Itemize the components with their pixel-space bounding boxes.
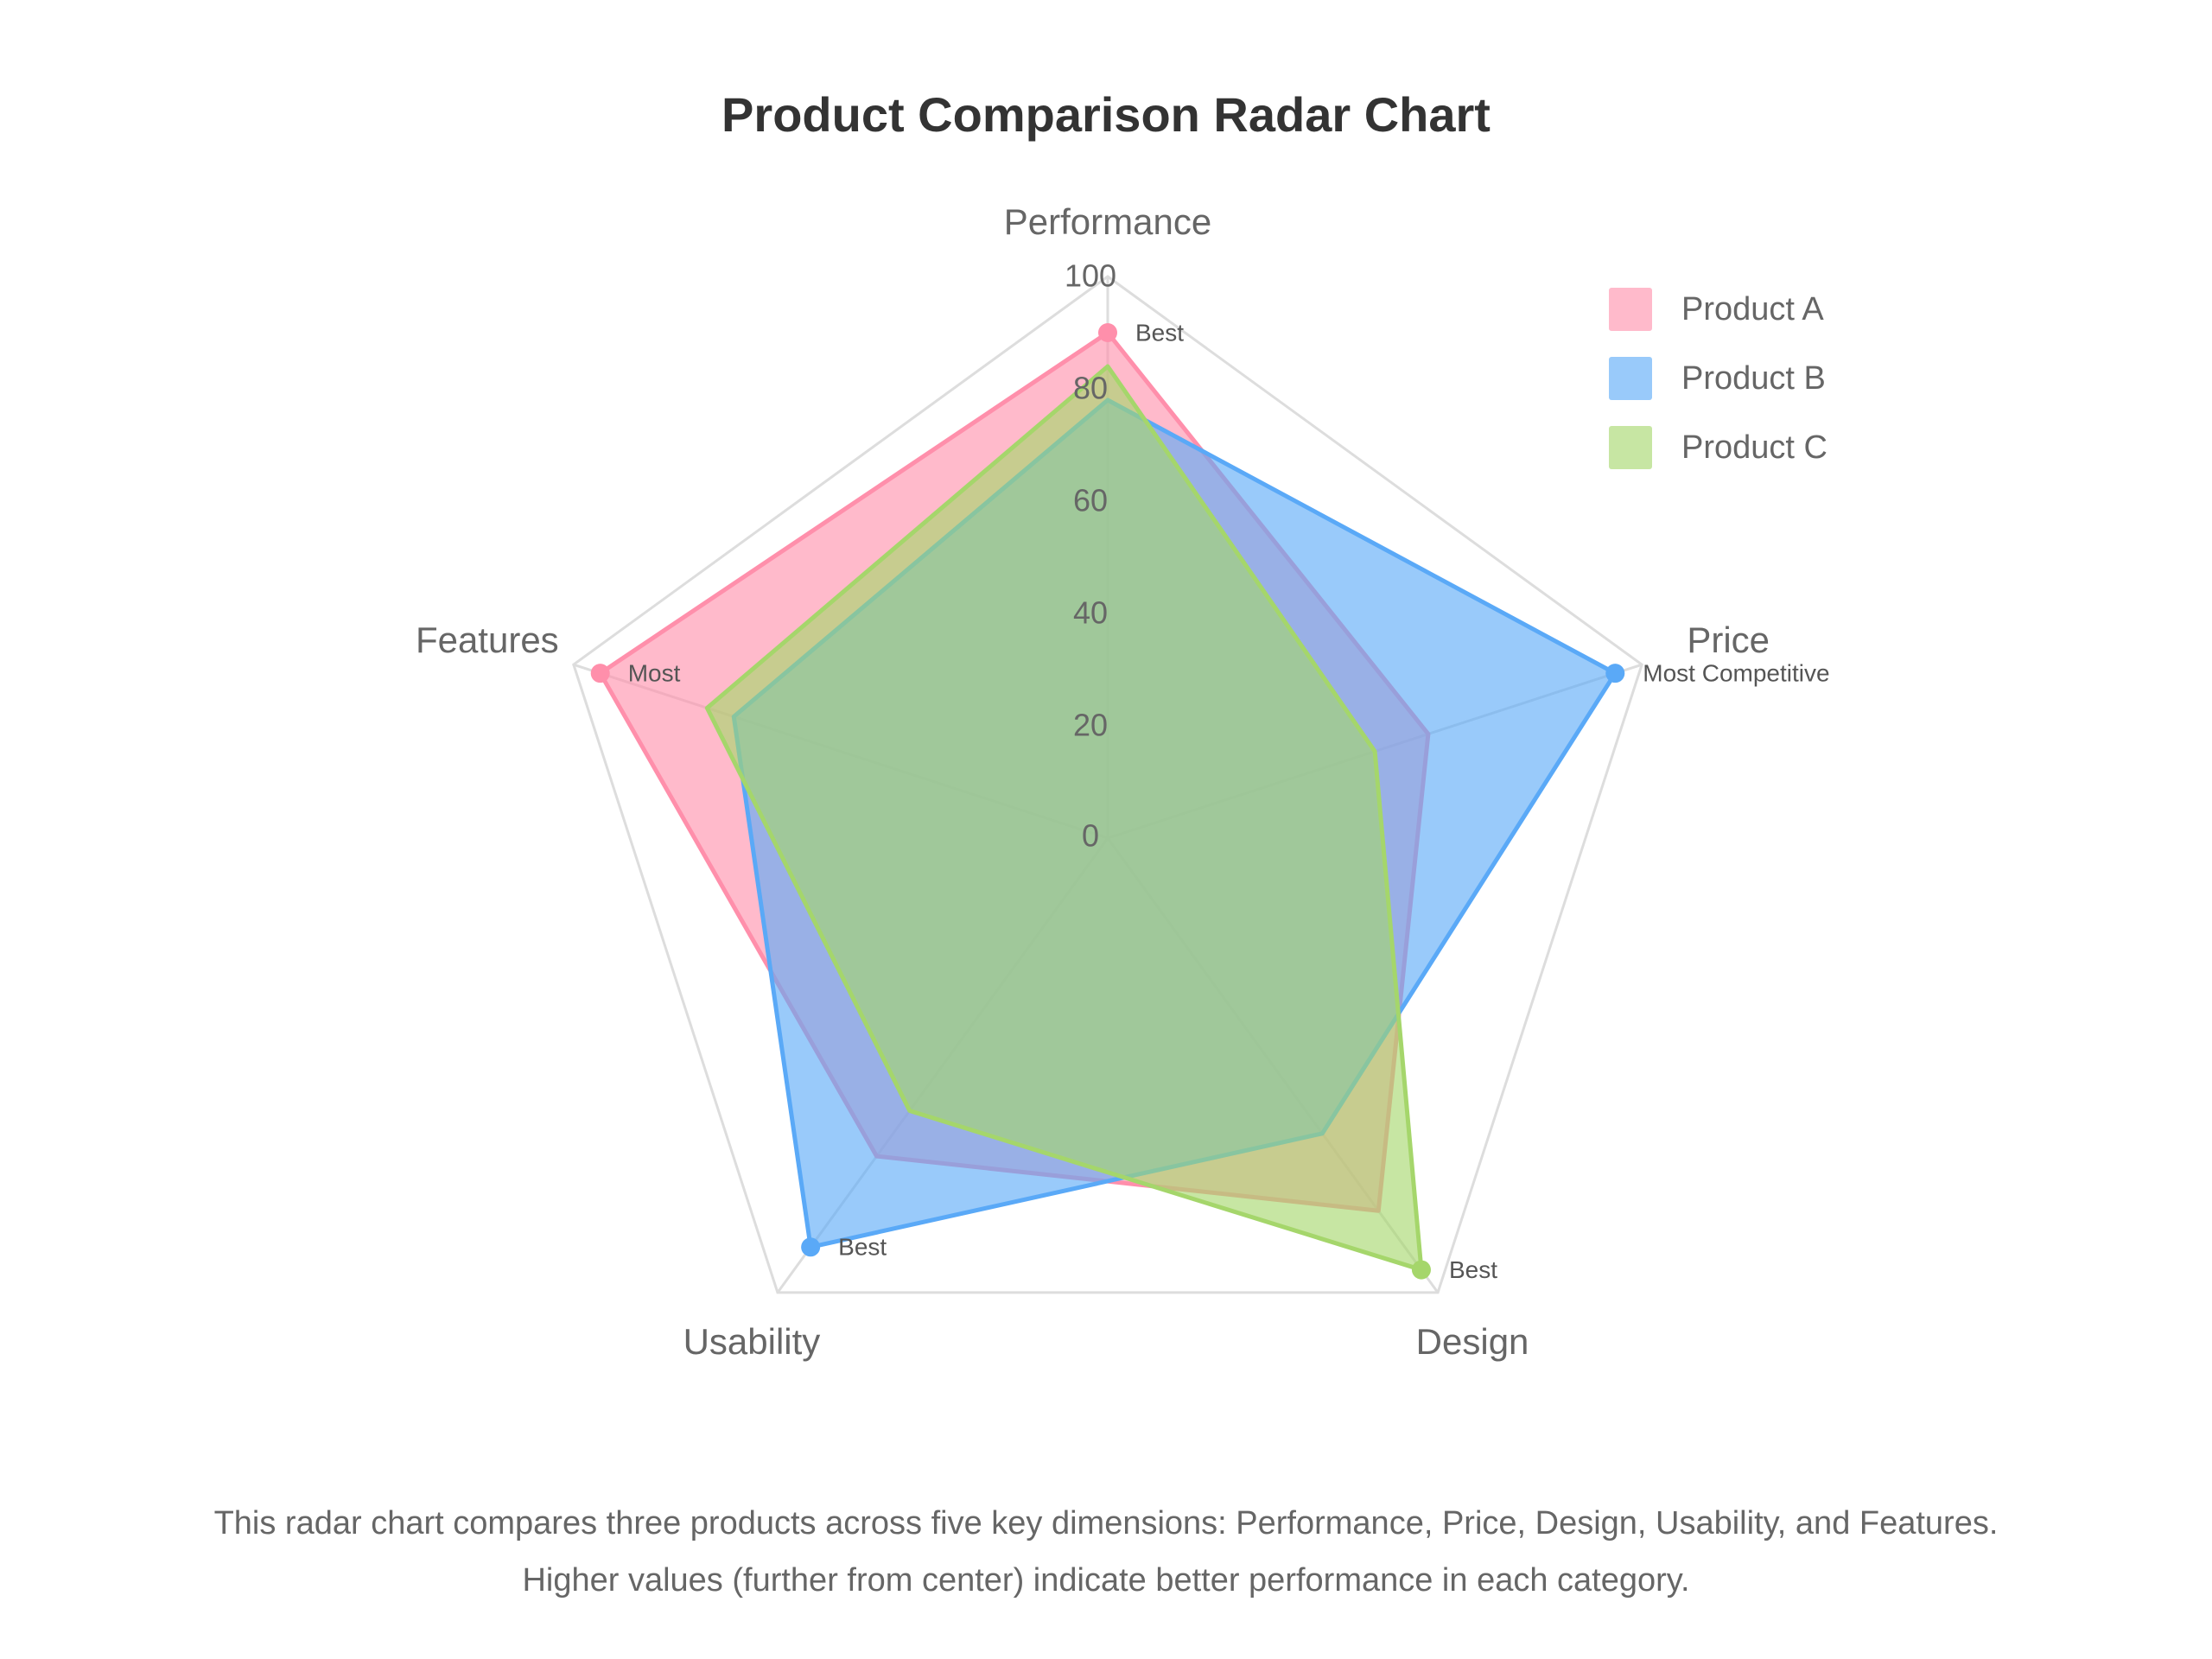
- legend-swatch-product-a: [1609, 288, 1652, 331]
- legend-swatch-product-c: [1609, 426, 1652, 469]
- data-point-product-b-usability: [801, 1237, 821, 1257]
- legend-label-product-a: Product A: [1681, 290, 1824, 327]
- legend-swatch-product-b: [1609, 357, 1652, 400]
- legend-item-product-b[interactable]: Product B: [1609, 344, 1827, 413]
- data-label-product-b-usability: Best: [838, 1234, 887, 1261]
- legend-label-product-b: Product B: [1681, 359, 1826, 397]
- tick-label-0: 0: [1082, 818, 1099, 854]
- axis-label-price: Price: [1687, 620, 1770, 660]
- tick-label-40: 40: [1073, 595, 1108, 631]
- tick-label-20: 20: [1073, 708, 1108, 743]
- chart-title: Product Comparison Radar Chart: [721, 87, 1491, 142]
- tick-label-100: 100: [1065, 258, 1116, 294]
- data-label-product-b-price: Most Competitive: [1643, 660, 1829, 687]
- chart-description: This radar chart compares three products…: [0, 1495, 2212, 1609]
- data-label-product-a-features: Most: [628, 660, 681, 687]
- description-line-1: This radar chart compares three products…: [213, 1505, 1999, 1541]
- legend-item-product-a[interactable]: Product A: [1609, 275, 1827, 344]
- data-label-product-a-performance: Best: [1135, 319, 1184, 346]
- axis-label-features: Features: [416, 620, 559, 660]
- data-point-product-b-price: [1605, 664, 1625, 683]
- description-line-2: Higher values (further from center) indi…: [522, 1562, 1690, 1599]
- legend: Product A Product B Product C: [1609, 275, 1827, 482]
- axis-label-design: Design: [1416, 1321, 1529, 1362]
- tick-label-80: 80: [1073, 371, 1108, 406]
- data-label-product-c-design: Best: [1449, 1256, 1497, 1283]
- data-point-product-a-features: [590, 664, 610, 683]
- radar-labels: Best Most Most Competitive Best Best 0 20 40 60 8…: [416, 201, 1830, 1362]
- axis-label-usability: Usability: [683, 1321, 821, 1362]
- legend-item-product-c[interactable]: Product C: [1609, 413, 1827, 482]
- axis-label-performance: Performance: [1004, 201, 1211, 242]
- data-point-product-a-performance: [1098, 323, 1117, 342]
- series-area-product-c: [704, 364, 1424, 1273]
- data-point-product-c-design: [1411, 1260, 1431, 1280]
- legend-label-product-c: Product C: [1681, 429, 1827, 466]
- radar-series: [590, 323, 1625, 1280]
- radar-outer-ring: [572, 275, 1643, 1294]
- tick-label-60: 60: [1073, 483, 1108, 518]
